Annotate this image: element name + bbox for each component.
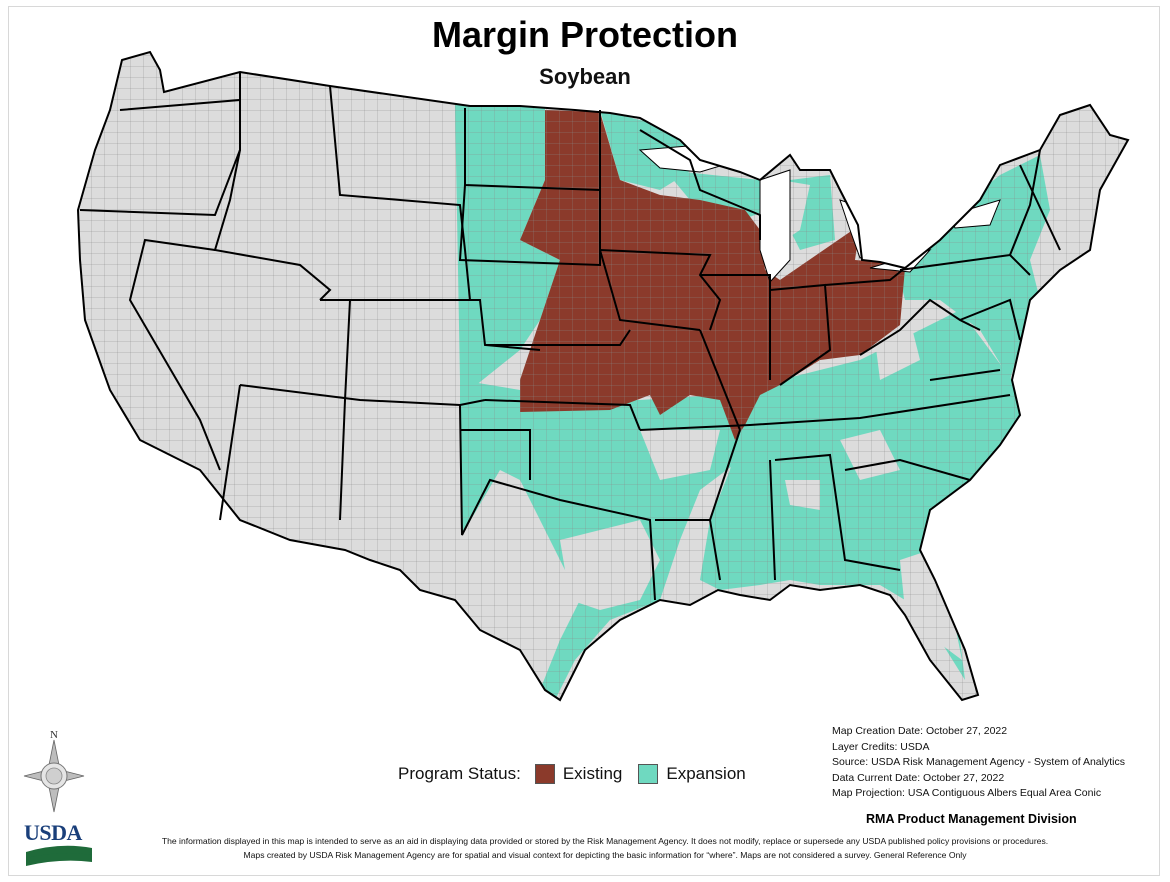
map-layers bbox=[78, 52, 1128, 700]
disclaimer-line-2: Maps created by USDA Risk Management Age… bbox=[243, 850, 967, 860]
meta-source: Source: USDA Risk Management Agency - Sy… bbox=[832, 756, 1125, 768]
map-title: Margin Protection bbox=[431, 14, 739, 55]
division-label: RMA Product Management Division bbox=[866, 812, 1077, 826]
legend-swatch-expansion bbox=[638, 764, 659, 784]
meta-creation-date: Map Creation Date: October 27, 2022 bbox=[832, 725, 1008, 737]
compass-north-label: N bbox=[50, 729, 58, 741]
usda-logo: USDA bbox=[24, 820, 82, 846]
meta-layer-credits: Layer Credits: USDA bbox=[832, 740, 930, 753]
disclaimer-line-1: The information displayed in this map is… bbox=[161, 836, 1049, 846]
compass-rose-icon bbox=[23, 739, 85, 813]
legend-label-expansion: Expansion bbox=[666, 764, 746, 783]
legend-title: Program Status: bbox=[398, 764, 521, 783]
usda-logo-text: USDA bbox=[24, 820, 82, 845]
legend-swatch-existing bbox=[534, 764, 555, 784]
disclaimer: The information displayed in this map is… bbox=[100, 834, 1110, 862]
meta-projection: Map Projection: USA Contiguous Albers Eq… bbox=[832, 787, 1102, 799]
meta-data-current-date: Data Current Date: October 27, 2022 bbox=[832, 771, 1005, 784]
legend-label-existing: Existing bbox=[562, 764, 623, 783]
legend: Program Status: Existing Expansion bbox=[398, 762, 762, 786]
state-borders bbox=[77, 51, 1129, 701]
county-grid bbox=[78, 52, 1128, 700]
map-subtitle: Soybean bbox=[539, 64, 631, 89]
usda-logo-icon bbox=[26, 845, 92, 866]
map-metadata: Map Creation Date: October 27, 2022 Laye… bbox=[832, 724, 1125, 802]
